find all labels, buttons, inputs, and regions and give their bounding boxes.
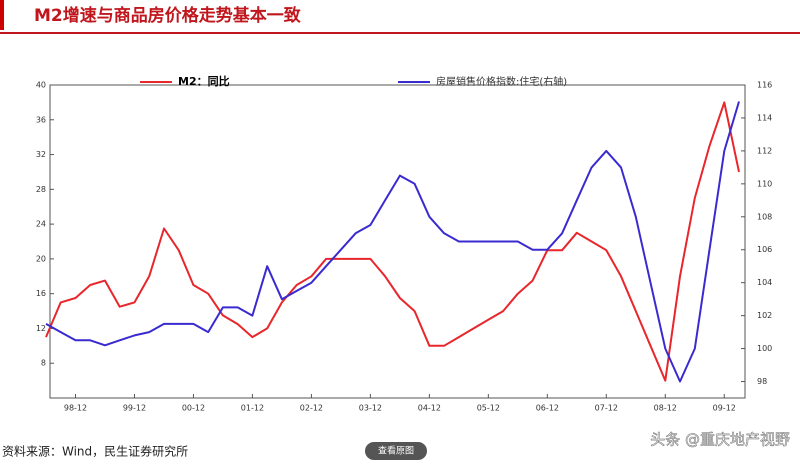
y2-tick-label: 112 — [757, 146, 772, 155]
view-button[interactable] — [365, 442, 427, 460]
y-tick-label: 40 — [36, 81, 46, 90]
x-tick-label: 05-12 — [477, 404, 500, 413]
title-accent — [0, 0, 4, 30]
y2-tick-label: 98 — [757, 377, 767, 386]
y2-tick-label: 102 — [757, 311, 772, 320]
legend-label: M2：同比 — [178, 74, 230, 88]
y-tick-label: 24 — [36, 220, 46, 229]
x-tick-label: 04-12 — [418, 404, 441, 413]
x-tick-label: 09-12 — [713, 404, 736, 413]
y-tick-label: 28 — [36, 185, 46, 194]
x-tick-label: 08-12 — [654, 404, 677, 413]
x-tick-label: 98-12 — [64, 404, 87, 413]
series-line — [45, 101, 740, 382]
y-tick-label: 16 — [36, 289, 46, 298]
y2-tick-label: 100 — [757, 344, 772, 353]
y-tick-label: 32 — [36, 150, 46, 159]
y-tick-label: 8 — [41, 359, 46, 368]
y2-tick-label: 110 — [757, 179, 772, 188]
x-tick-label: 03-12 — [359, 404, 382, 413]
x-tick-label: 01-12 — [241, 404, 264, 413]
y2-tick-label: 114 — [757, 113, 772, 122]
y2-tick-label: 108 — [757, 212, 772, 221]
x-tick-label: 07-12 — [595, 404, 618, 413]
x-tick-label: 02-12 — [300, 404, 323, 413]
chart-title: M2增速与商品房价格走势基本一致 — [34, 5, 302, 26]
x-tick-label: 06-12 — [536, 404, 559, 413]
plot-frame — [49, 84, 746, 399]
source-note: 资料来源：Wind，民生证券研究所 — [2, 444, 188, 459]
x-tick-label: 00-12 — [182, 404, 205, 413]
series-line — [45, 101, 740, 383]
legend-label: 房屋销售价格指数:住宅(右轴) — [436, 75, 567, 88]
y-tick-label: 12 — [36, 324, 46, 333]
watermark: 头条 @重庆地产视野 — [650, 431, 790, 449]
y2-tick-label: 104 — [757, 278, 772, 287]
y2-tick-label: 106 — [757, 245, 772, 254]
y-tick-label: 36 — [36, 115, 46, 124]
y2-tick-label: 116 — [757, 81, 772, 90]
view-button-label[interactable]: 查看原图 — [378, 445, 414, 457]
x-tick-label: 99-12 — [123, 404, 146, 413]
y-tick-label: 20 — [36, 254, 46, 263]
